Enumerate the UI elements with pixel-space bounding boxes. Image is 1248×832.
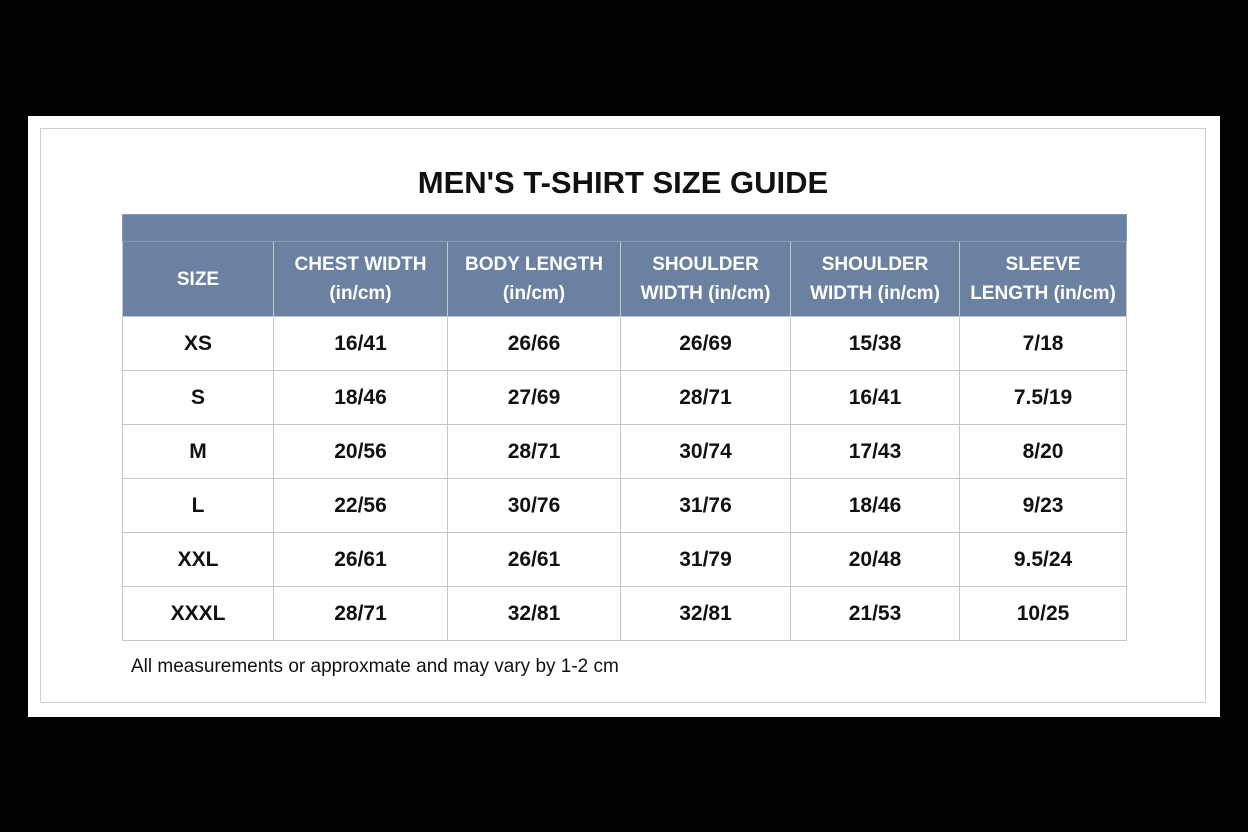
size-cell: M <box>122 424 274 479</box>
measurement-cell: 17/43 <box>790 424 960 479</box>
column-header-line: (in/cm) <box>502 283 566 304</box>
size-cell: XXL <box>122 532 274 587</box>
measurement-cell: 18/46 <box>790 478 960 533</box>
table-row: XXL 26/61 26/61 31/79 20/48 9.5/24 <box>122 532 1128 587</box>
table-row: M 20/56 28/71 30/74 17/43 8/20 <box>122 424 1128 479</box>
column-header-line: BODY LENGTH <box>465 254 603 275</box>
measurement-cell: 31/79 <box>620 532 791 587</box>
column-header: BODY LENGTH (in/cm) <box>447 241 621 317</box>
measurement-cell: 16/41 <box>790 370 960 425</box>
measurement-cell: 28/71 <box>620 370 791 425</box>
footnote: All measurements or approxmate and may v… <box>131 656 619 677</box>
table-row: XXXL 28/71 32/81 32/81 21/53 10/25 <box>122 586 1128 641</box>
measurement-cell: 7/18 <box>958 316 1128 371</box>
column-header-line: SHOULDER <box>652 254 759 275</box>
page-title: MEN'S T-SHIRT SIZE GUIDE <box>417 165 829 200</box>
size-cell: XS <box>122 316 274 371</box>
measurement-cell: 26/66 <box>447 316 621 371</box>
measurement-cell: 20/56 <box>273 424 448 479</box>
column-header-line: SLEEVE <box>1005 254 1081 275</box>
table-row: L 22/56 30/76 31/76 18/46 9/23 <box>122 478 1128 533</box>
column-header: SHOULDER WIDTH (in/cm) <box>790 241 960 317</box>
measurement-cell: 8/20 <box>958 424 1128 479</box>
header-row: SIZE CHEST WIDTH (in/cm) BODY LENGTH (in/cm)… <box>122 241 1128 317</box>
measurement-cell: 10/25 <box>958 586 1128 641</box>
measurement-cell: 26/61 <box>273 532 448 587</box>
measurement-cell: 31/76 <box>620 478 791 533</box>
measurement-cell: 21/53 <box>790 586 960 641</box>
column-header-line: (in/cm) <box>329 283 392 304</box>
column-header-line: LENGTH (in/cm) <box>970 283 1116 304</box>
column-header: SIZE <box>122 241 274 317</box>
measurement-cell: 9/23 <box>958 478 1128 533</box>
measurement-cell: 7.5/19 <box>958 370 1128 425</box>
measurement-cell: 26/69 <box>620 316 791 371</box>
size-table: SIZE CHEST WIDTH (in/cm) BODY LENGTH (in/cm)… <box>121 214 1128 641</box>
column-header-line: SIZE <box>176 268 220 290</box>
size-guide-card: MEN'S T-SHIRT SIZE GUIDE SIZE CHEST WIDTH… <box>28 116 1220 717</box>
column-header-line: SHOULDER <box>821 254 929 275</box>
measurement-cell: 30/74 <box>620 424 791 479</box>
table-row: S 18/46 27/69 28/71 16/41 7.5/19 <box>122 370 1128 425</box>
measurement-cell: 20/48 <box>790 532 960 587</box>
size-guide-frame: MEN'S T-SHIRT SIZE GUIDE SIZE CHEST WIDTH… <box>40 128 1206 703</box>
measurement-cell: 28/71 <box>273 586 448 641</box>
measurement-cell: 26/61 <box>447 532 621 587</box>
size-cell: S <box>122 370 274 425</box>
header-band <box>121 214 1128 242</box>
size-cell: L <box>122 478 274 533</box>
column-header: SHOULDER WIDTH (in/cm) <box>620 241 791 317</box>
measurement-cell: 28/71 <box>447 424 621 479</box>
measurement-cell: 15/38 <box>790 316 960 371</box>
table-row: XS 16/41 26/66 26/69 15/38 7/18 <box>122 316 1128 371</box>
column-header-line: WIDTH (in/cm) <box>810 283 940 304</box>
column-header-line: WIDTH (in/cm) <box>640 283 771 304</box>
measurement-cell: 16/41 <box>273 316 448 371</box>
column-header: SLEEVE LENGTH (in/cm) <box>958 241 1128 317</box>
measurement-cell: 32/81 <box>447 586 621 641</box>
size-cell: XXXL <box>122 586 274 641</box>
measurement-cell: 27/69 <box>447 370 621 425</box>
column-header-line: CHEST WIDTH <box>294 254 427 275</box>
measurement-cell: 9.5/24 <box>958 532 1128 587</box>
measurement-cell: 32/81 <box>620 586 791 641</box>
measurement-cell: 22/56 <box>273 478 448 533</box>
measurement-cell: 30/76 <box>447 478 621 533</box>
measurement-cell: 18/46 <box>273 370 448 425</box>
column-header: CHEST WIDTH (in/cm) <box>273 241 448 317</box>
